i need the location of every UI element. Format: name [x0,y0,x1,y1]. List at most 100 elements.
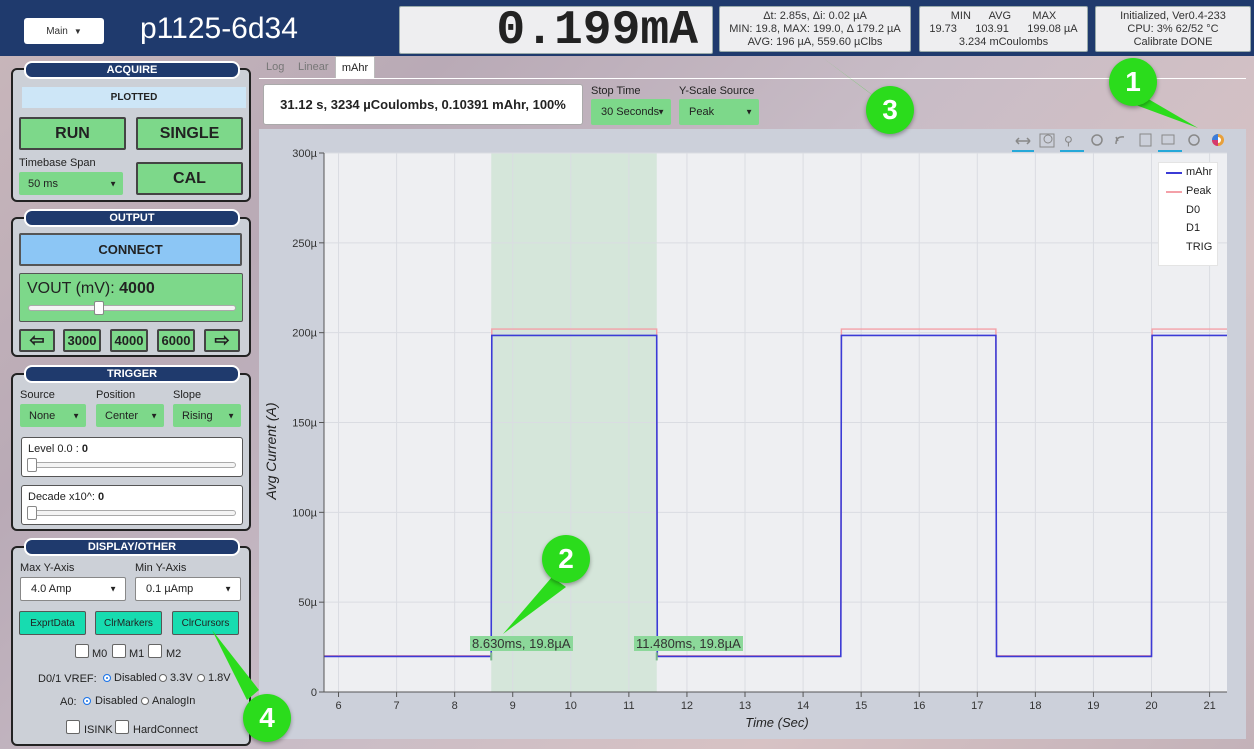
status-box: Initialized, Ver0.4-233 CPU: 3% 62/52 °C… [1095,6,1251,52]
preset-3000-button[interactable]: 3000 [63,329,101,352]
x-tick-label: 7 [394,700,400,712]
x-tick-label: 8 [452,700,458,712]
m0-label: M0 [92,648,108,660]
level-box: Level 0.0 : 0 [21,437,243,477]
position-value: Center [105,409,139,422]
vout-increase-button[interactable]: ⇨ [204,329,240,352]
vout-slider-thumb[interactable] [94,301,104,315]
m2-checkbox[interactable] [148,644,162,658]
x-tick-label: 14 [797,700,809,712]
decade-slider-track[interactable] [28,510,236,516]
legend-mahr[interactable]: mAhr [1186,166,1213,178]
x-tick-label: 11 [623,700,634,712]
a0-analogin-radio[interactable] [141,697,149,705]
bokeh-logo-icon[interactable] [1212,134,1224,146]
tab-linear[interactable]: Linear [298,61,329,73]
chart-legend: mAhr Peak D0 D1 TRIG [1158,162,1218,266]
summary-stats-box: MIN AVG MAX 19.73 103.91 199.08 µA 3.234… [919,6,1088,52]
a0-disabled-radio[interactable] [83,697,91,705]
max-y-select[interactable]: 4.0 Amp ▼ [20,577,126,601]
reset-icon[interactable] [1091,134,1103,146]
hardconnect-checkbox[interactable] [115,720,129,734]
preset-6000-button[interactable]: 6000 [157,329,195,352]
cal-button[interactable]: CAL [136,162,243,195]
decade-value: 0 [97,491,105,503]
connect-button[interactable]: CONNECT [19,233,242,266]
decade-slider-thumb[interactable] [27,506,37,520]
tab-mahr[interactable]: mAhr [335,56,375,79]
right-arrow-icon: ⇨ [214,330,230,350]
tab-underline [259,78,1246,79]
hover-icon[interactable] [1158,134,1182,152]
caret-down-icon: ▼ [73,26,82,36]
slope-select[interactable]: Rising ▼ [173,404,241,427]
crosshair-icon[interactable] [1188,134,1200,146]
x-axis-title: Time (Sec) [745,715,808,730]
m1-checkbox[interactable] [112,644,126,658]
vref-3v3-radio[interactable] [159,674,167,682]
caret-down-icon: ▼ [150,411,158,420]
position-select[interactable]: Center ▼ [96,404,164,427]
minmax-line: MIN: 19.8, MAX: 199.0, Δ 179.2 µA [729,23,901,35]
display-panel [11,546,251,746]
clear-markers-button[interactable]: ClrMarkers [95,611,162,635]
save-icon[interactable] [1139,133,1152,147]
tab-log[interactable]: Log [266,61,285,73]
status-cpu: CPU: 3% 62/52 °C [1127,23,1219,35]
legend-swatch-mahr [1166,172,1182,174]
summary-coulombs: 3.234 mCoulombs [958,36,1049,48]
min-y-select[interactable]: 0.1 µAmp ▼ [135,577,241,601]
decade-box: Decade x10^: 0 [21,485,243,525]
box-zoom-icon[interactable] [1039,133,1055,148]
annotation-badge-3: 3 [866,86,914,134]
annotation-badge-2: 2 [542,535,590,583]
legend-trig[interactable]: TRIG [1186,241,1213,253]
main-menu-label: Main [46,25,68,37]
level-text: Level 0.0 : 0 [28,443,88,455]
x-tick-label: 15 [855,700,867,712]
single-button[interactable]: SINGLE [136,117,243,150]
main-menu-button[interactable]: Main ▼ [24,18,104,44]
vout-decrease-button[interactable]: ⇦ [19,329,55,352]
vout-slider-track[interactable] [28,305,236,311]
legend-peak[interactable]: Peak [1186,185,1212,197]
y-tick-label: 100µ [292,507,317,519]
yscale-source-select[interactable]: Peak ▼ [679,99,759,125]
isink-checkbox[interactable] [66,720,80,734]
stop-time-select[interactable]: 30 Seconds ▼ [591,99,671,125]
a0-disabled-label: Disabled [95,695,138,707]
legend-d1[interactable]: D1 [1186,222,1201,234]
timebase-select[interactable]: 50 ms ▼ [19,172,123,195]
level-slider-track[interactable] [28,462,236,468]
x-tick-label: 12 [681,700,693,712]
y-tick-label: 300µ [292,148,317,160]
run-button[interactable]: RUN [19,117,126,150]
clear-cursors-button[interactable]: ClrCursors [172,611,239,635]
level-slider-thumb[interactable] [27,458,37,472]
vref-1v8-radio[interactable] [197,674,205,682]
measurement-summary: 31.12 s, 3234 µCoulombs, 0.10391 mAhr, 1… [263,84,583,125]
min-y-label: Min Y-Axis [135,562,187,574]
level-value: 0 [81,443,88,455]
yscale-source-label: Y-Scale Source [679,85,755,97]
undo-icon[interactable] [1115,136,1125,145]
stop-time-value: 30 Seconds [601,106,660,118]
legend-d0[interactable]: D0 [1186,204,1201,216]
summary-header: MIN AVG MAX [950,10,1057,22]
vout-value: 4000 [119,280,155,297]
legend-swatch-peak [1166,191,1182,193]
preset-4000-button[interactable]: 4000 [110,329,148,352]
pan-icon[interactable] [1012,137,1034,152]
yscale-source-value: Peak [689,106,715,118]
source-select[interactable]: None ▼ [20,404,86,427]
m0-checkbox[interactable] [75,644,89,658]
cursor-label-2: 11.480ms, 19.8µA [634,636,743,651]
x-tick-label: 13 [739,700,751,712]
isink-label: ISINK [84,724,113,736]
vref-3v3-label: 3.3V [170,672,193,684]
wheel-zoom-icon[interactable]: ⚲ [1060,134,1084,152]
export-data-button[interactable]: ExprtData [19,611,86,635]
stop-time-label: Stop Time [591,85,641,97]
a0-label: A0: [60,696,77,708]
vref-disabled-radio[interactable] [103,674,111,682]
